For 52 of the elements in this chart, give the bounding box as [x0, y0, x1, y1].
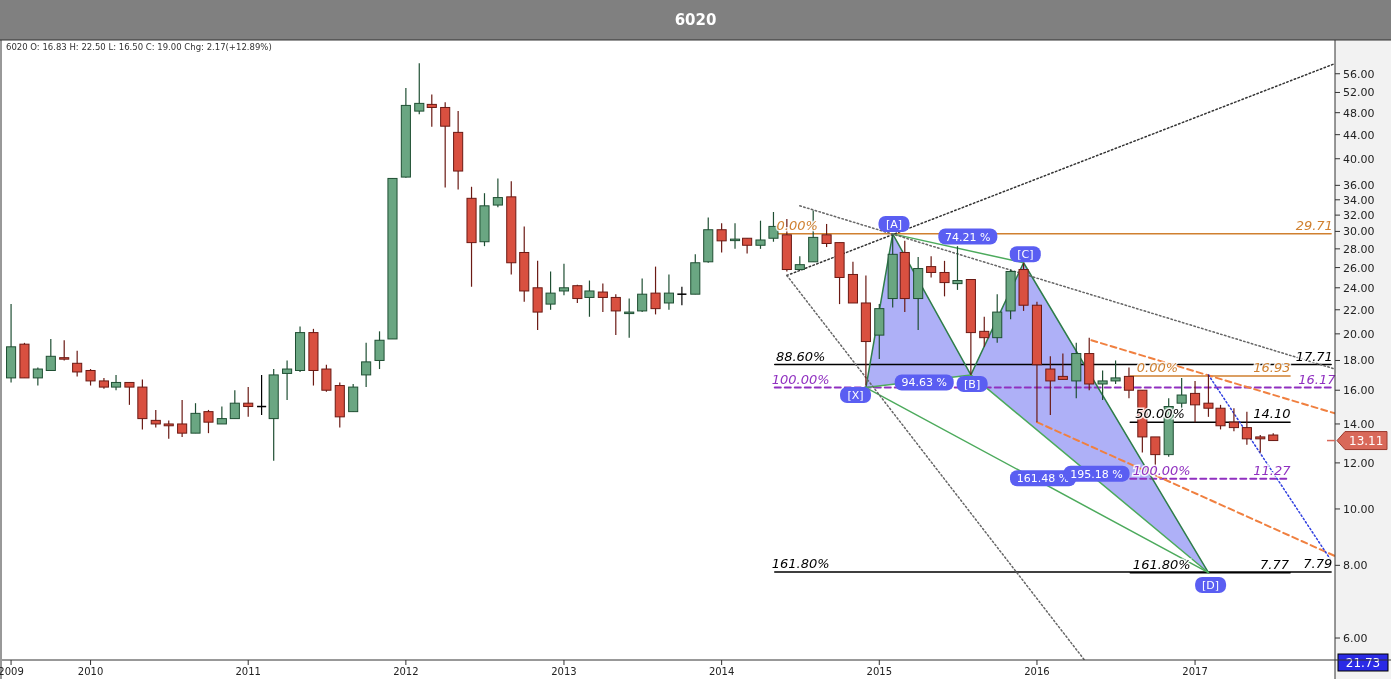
y-tick-label: 52.00 — [1343, 86, 1375, 100]
y-tick-label: 44.00 — [1343, 128, 1375, 142]
annotation: 7.79 — [1303, 556, 1333, 572]
y-tick-label: 24.00 — [1343, 281, 1375, 295]
y-tick-label: 30.00 — [1343, 225, 1375, 239]
y-tick-label: 12.00 — [1343, 456, 1375, 470]
y-tick-label: 22.00 — [1343, 303, 1375, 317]
y-tick-label: 32.00 — [1343, 209, 1375, 223]
annotation: 195.18 % — [1070, 467, 1123, 481]
y-tick-label: 36.00 — [1343, 179, 1375, 193]
y-tick-label: 56.00 — [1343, 67, 1375, 81]
x-tick-label: 2011 — [235, 666, 261, 677]
annotation: [B] — [964, 377, 981, 391]
ref-line-label: 13.11 — [1349, 433, 1384, 448]
annotation: [C] — [1017, 248, 1034, 262]
x-tick-label: 2015 — [866, 666, 893, 677]
annotation: [X] — [847, 389, 864, 403]
x-tick-label: 2014 — [708, 666, 735, 677]
annotation: 100.00% — [771, 371, 830, 387]
x-tick-label: 2016 — [1024, 666, 1050, 677]
y-tick-label: 8.00 — [1343, 559, 1368, 573]
annotation: 17.71 — [1295, 348, 1333, 364]
annotation: 29.71 — [1295, 217, 1333, 233]
annotation: 161.80% — [1132, 556, 1191, 572]
x-tick-label: 2012 — [393, 666, 419, 677]
y-tick-label: 34.00 — [1343, 193, 1375, 207]
annotation: 14.10 — [1253, 406, 1291, 422]
annotation: 11.27 — [1253, 462, 1292, 478]
y-tick-label: 16.00 — [1343, 384, 1375, 398]
text: 21.73 — [1345, 656, 1381, 670]
y-tick-label: 6.00 — [1343, 632, 1368, 646]
annotation: 7.77 — [1260, 556, 1290, 572]
chart-title: 6020 — [674, 11, 717, 29]
annotation: 16.17 — [1298, 371, 1337, 387]
x-tick-label: 2017 — [1182, 666, 1208, 677]
y-tick-label: 10.00 — [1343, 502, 1375, 516]
y-tick-label: 28.00 — [1343, 242, 1375, 256]
x-tick-label: 2010 — [77, 666, 104, 677]
annotation: 88.60% — [775, 348, 826, 364]
annotation: 161.80% — [771, 556, 830, 572]
annotation: [A] — [885, 217, 903, 231]
y-tick-label: 20.00 — [1343, 327, 1375, 341]
annotation: 74.21 % — [945, 230, 991, 244]
chart-subtitle: 6020 O: 16.83 H: 22.50 L: 16.50 C: 19.00 Chg: 2.17(+12.89%) — [6, 42, 272, 52]
y-tick-label: 40.00 — [1343, 152, 1375, 166]
y-tick-label: 48.00 — [1343, 106, 1375, 120]
annotation: 94.63 % — [901, 376, 947, 390]
annotation: [D] — [1202, 579, 1220, 593]
x-tick-label: 2013 — [551, 666, 577, 677]
y-tick-label: 26.00 — [1343, 261, 1375, 275]
y-tick-label: 18.00 — [1343, 354, 1375, 368]
y-tick-label: 14.00 — [1343, 417, 1375, 431]
